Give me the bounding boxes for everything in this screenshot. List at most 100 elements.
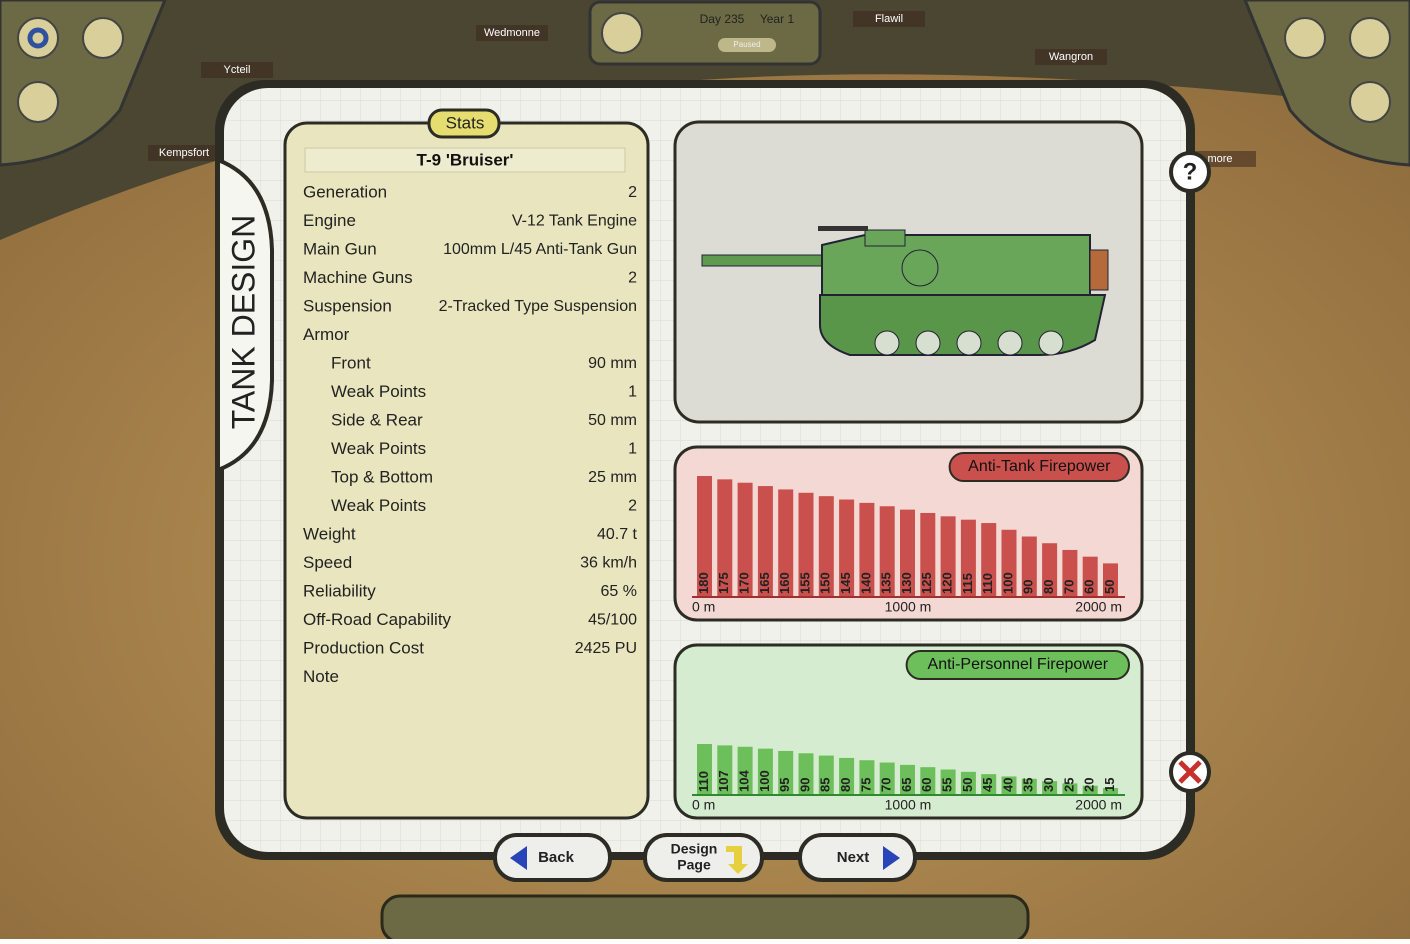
stat-value: 100mm L/45 Anti-Tank Gun [443,241,637,258]
bar-label: 80 [838,778,853,792]
bar [697,476,712,597]
bar-label: 104 [737,770,752,792]
bar [839,499,855,597]
bar [981,774,997,795]
next-label: Next [837,849,870,866]
bar [1001,776,1017,795]
bar-label: 30 [1041,778,1056,792]
stat-label: Note [303,667,339,686]
bar-label: 55 [940,778,955,792]
bar [900,764,915,795]
stat-label: Off-Road Capability [303,610,452,629]
speed-bar[interactable] [718,38,776,52]
bar [960,519,976,597]
axis-label: 2000 m [1075,797,1122,813]
bar-label: 95 [777,778,792,792]
stat-value: 2425 PU [575,640,637,657]
map-label-bg [853,11,925,27]
bar [879,762,895,795]
help-button[interactable] [1169,151,1211,193]
stat-value: 45/100 [588,612,637,629]
next-arrow [883,846,900,870]
bar [940,516,956,597]
bar [1062,549,1078,597]
bar [879,506,895,597]
bar [1042,781,1058,795]
bar [778,489,794,597]
stats-header: Stats [446,113,485,132]
stat-label: Side & Rear [331,410,423,429]
stats-tab [427,108,501,139]
chart-title: Anti-Personnel Firepower [928,656,1109,673]
bar [1103,788,1118,795]
bar-label: 70 [1061,580,1076,594]
map-label-bg [148,145,220,161]
chart-title: Anti-Tank Firepower [968,458,1111,475]
bar [717,479,733,597]
bar-label: 145 [838,572,853,594]
bar-label: 25 [1061,778,1076,792]
bar-label: 130 [899,572,914,594]
stat-label: Reliability [303,581,376,600]
map-label: Wangron [1049,51,1093,63]
stat-value: 90 mm [588,355,637,372]
bar [818,755,834,795]
stat-label: Engine [303,211,356,230]
hud-icons[interactable] [17,17,124,123]
bar [798,753,814,795]
stat-value: 40.7 t [597,526,638,543]
stat-value: 2 [628,270,637,287]
bar-label: 100 [757,770,772,792]
back-button[interactable] [493,833,612,882]
bar-label: 100 [1000,572,1015,594]
design-label: Page [677,857,711,873]
bar-label: 60 [919,778,934,792]
hud-right-icons[interactable] [1284,17,1391,123]
bar [1021,778,1037,795]
bar [757,748,773,795]
bar [1082,785,1098,795]
stat-label: Weak Points [331,439,426,458]
chart-title-pill [948,452,1130,482]
side-tab [216,157,274,473]
design-arrow [726,846,748,874]
help-icon: ? [1183,158,1198,185]
bar-label: 50 [1102,580,1117,594]
bar-label: 165 [757,572,772,594]
bar-label: 15 [1102,778,1117,792]
bar-label: 90 [797,778,812,792]
bar-label: 160 [777,572,792,594]
stat-value: 25 mm [588,469,637,486]
map-label: Flawil [875,13,903,25]
bar [1082,556,1098,597]
bar-label: 70 [879,778,894,792]
bar-label: 75 [858,778,873,792]
stat-label: Machine Guns [303,268,413,287]
design-label: Design [671,841,718,857]
map-label-bg [1035,49,1107,65]
stat-label: Generation [303,182,387,201]
close-icon [1178,760,1202,784]
bar [798,492,814,597]
stat-value: 2-Tracked Type Suspension [439,298,637,315]
stat-label: Weak Points [331,496,426,515]
bottom-bar [380,894,1030,944]
bar [859,760,875,795]
bar [920,512,936,597]
bar [839,757,855,795]
bar [859,502,875,597]
save-button[interactable] [601,12,643,54]
bar [1042,543,1058,597]
name-field [304,147,626,173]
day: Day 235 [700,12,745,26]
stat-label: Front [331,353,371,372]
stat-label: Armor [303,325,350,344]
bar-label: 20 [1082,778,1097,792]
next-button[interactable] [798,833,917,882]
bar [1103,563,1118,597]
axis-label: 1000 m [885,797,932,813]
axis-label: 1000 m [885,599,932,615]
stat-label: Weak Points [331,382,426,401]
bar [940,769,956,795]
map-label: Wedmonne [484,27,540,39]
